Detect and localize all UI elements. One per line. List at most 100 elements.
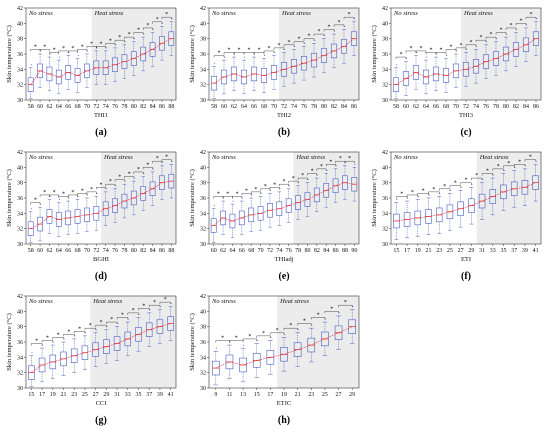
significance-bracket — [77, 193, 88, 196]
outlier-point — [270, 189, 272, 191]
outlier-point — [105, 47, 107, 49]
panel-label: (h) — [278, 415, 290, 426]
significance-bracket — [435, 52, 447, 55]
significance-bracket — [142, 167, 153, 170]
y-axis-title: Skin temperature (°C) — [6, 25, 13, 82]
x-tick-label: 17 — [39, 392, 45, 398]
significance-star: * — [90, 41, 93, 47]
y-axis-title: Skin temperature (°C) — [6, 313, 13, 370]
x-tick-label: 23 — [308, 392, 314, 398]
significance-bracket — [95, 324, 107, 328]
significance-bracket — [31, 343, 43, 346]
x-tick-label: 23 — [71, 392, 77, 398]
x-tick-label: 15 — [28, 392, 34, 398]
outlier-point — [535, 160, 537, 162]
outlier-point — [536, 18, 538, 20]
significance-bracket — [106, 321, 118, 325]
significance-star: * — [450, 44, 453, 50]
region-label-no-stress: No stress — [393, 10, 418, 17]
y-tick-label: 30 — [382, 242, 388, 248]
significance-bracket — [481, 173, 493, 176]
x-tick-label: 80 — [131, 104, 137, 110]
significance-bracket — [105, 184, 116, 187]
x-tick-label: 72 — [281, 104, 287, 110]
heat-stress-band — [91, 8, 176, 100]
outlier-point — [251, 194, 253, 196]
significance-star: * — [328, 24, 331, 30]
x-tick-label: 17 — [267, 392, 273, 398]
heat-stress-band — [476, 152, 541, 244]
outlier-point — [40, 50, 42, 52]
outlier-point — [284, 333, 286, 335]
x-tick-label: 76 — [112, 104, 118, 110]
significance-bracket — [159, 301, 171, 305]
significance-bracket — [524, 159, 536, 162]
significance-star: * — [218, 51, 221, 57]
y-tick-label: 32 — [17, 371, 23, 377]
significance-star: * — [62, 191, 65, 197]
outlier-point — [406, 58, 408, 60]
significance-bracket — [316, 168, 327, 171]
significance-star: * — [53, 47, 56, 53]
significance-bracket — [485, 36, 497, 40]
x-axis-title: ETI — [461, 256, 471, 263]
outlier-point — [514, 166, 516, 168]
heat-stress-band — [279, 8, 359, 100]
outlier-point — [115, 44, 117, 46]
outlier-point — [223, 197, 225, 199]
y-tick-label: 38 — [382, 181, 388, 187]
significance-bracket — [105, 43, 116, 46]
significance-star: * — [57, 332, 60, 338]
significance-bracket — [325, 164, 336, 167]
significance-bracket — [297, 323, 312, 326]
y-tick-label: 38 — [17, 181, 23, 187]
x-tick-label: 70 — [84, 104, 90, 110]
x-tick-label: 60 — [403, 104, 409, 110]
outlier-point — [354, 163, 356, 165]
significance-bracket — [241, 193, 252, 196]
significance-bracket — [492, 168, 504, 171]
significance-bracket — [213, 55, 225, 58]
significance-bracket — [415, 50, 427, 53]
significance-star: * — [320, 164, 323, 170]
outlier-point — [526, 24, 528, 26]
x-tick-label: 72 — [93, 104, 99, 110]
y-tick-label: 42 — [382, 6, 388, 12]
x-tick-label: 64 — [241, 104, 247, 110]
outlier-point — [143, 33, 145, 35]
x-tick-label: 68 — [75, 248, 81, 254]
y-tick-label: 42 — [382, 150, 388, 156]
significance-star: * — [165, 155, 168, 161]
outlier-point — [87, 194, 89, 196]
outlier-point — [170, 303, 172, 305]
x-tick-label: 27 — [336, 392, 342, 398]
x-tick-label: 80 — [131, 248, 137, 254]
significance-star: * — [486, 168, 489, 174]
x-tick-label: 74 — [103, 248, 109, 254]
y-tick-label: 42 — [200, 150, 206, 156]
significance-bracket — [344, 161, 355, 164]
x-axis-title: THI2 — [277, 112, 291, 119]
panel-label: (d) — [95, 271, 107, 282]
y-tick-label: 32 — [200, 83, 206, 89]
outlier-point — [426, 56, 428, 58]
significance-bracket — [161, 159, 172, 162]
significance-bracket — [250, 191, 261, 194]
significance-star: * — [510, 23, 513, 29]
panel-label: (a) — [95, 127, 107, 138]
x-axis-title: THIadj — [275, 256, 294, 263]
y-tick-label: 32 — [382, 227, 388, 233]
significance-star: * — [273, 182, 276, 188]
mean-trend-line — [215, 326, 353, 369]
y-tick-label: 34 — [382, 211, 388, 217]
outlier-point — [334, 30, 336, 32]
significance-star: * — [67, 329, 70, 335]
significance-bracket — [283, 44, 295, 47]
panel-label: (b) — [278, 127, 290, 138]
y-tick-label: 38 — [200, 181, 206, 187]
significance-star: * — [109, 38, 112, 44]
x-tick-label: 74 — [291, 104, 297, 110]
x-axis-title: CCI — [96, 400, 107, 407]
x-tick-label: 70 — [84, 248, 90, 254]
